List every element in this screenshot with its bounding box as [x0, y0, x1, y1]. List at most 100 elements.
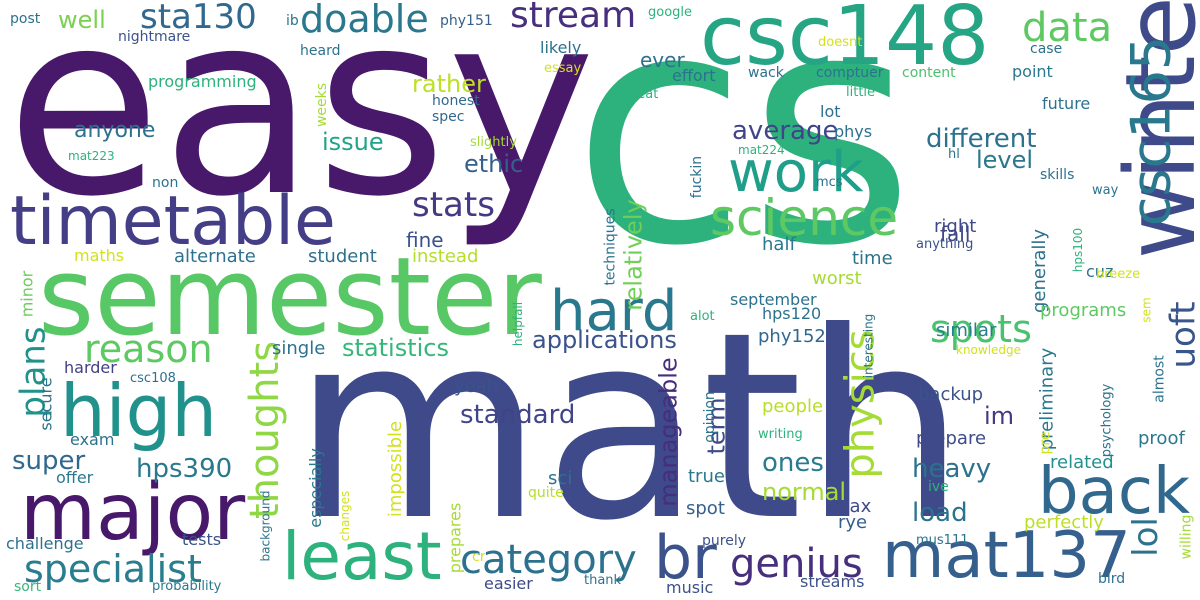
word-yeah: yeah	[454, 376, 499, 397]
word-similar: similar	[936, 320, 997, 341]
word-well: well	[58, 6, 106, 34]
word-alternate: alternate	[174, 246, 256, 267]
word-helpfall: helpfall	[511, 301, 526, 347]
word-google: google	[648, 5, 693, 20]
word-worst: worst	[812, 268, 862, 289]
word-case: case	[1030, 41, 1063, 57]
word-backup: backup	[918, 384, 984, 405]
word-true: true	[688, 466, 725, 487]
word-opinion: opinion	[701, 391, 718, 443]
word-programs: programs	[1040, 300, 1127, 321]
word-mat224: mat224	[738, 143, 785, 157]
word-post: post	[10, 11, 41, 27]
word-impossible: impossible	[385, 420, 407, 518]
word-september: september	[730, 290, 817, 309]
word-prepare: prepare	[916, 428, 987, 449]
word-instead: instead	[412, 246, 479, 267]
word-challenge: challenge	[6, 534, 84, 553]
word-quite: quite	[528, 485, 564, 501]
word-max: max	[832, 496, 872, 517]
word-mus111: mus111	[916, 533, 969, 548]
word-stats: stats	[412, 185, 495, 225]
word-hps120: hps120	[762, 304, 822, 323]
word-average: average	[732, 116, 839, 146]
word-great: great	[624, 87, 659, 102]
word-least: least	[282, 518, 442, 595]
word-ib: ib	[286, 13, 299, 29]
word-mcs: mcs	[816, 175, 843, 190]
word-work: work	[728, 140, 864, 205]
word-music: music	[666, 578, 714, 597]
word-weeks: weeks	[314, 82, 331, 128]
word-changes: changes	[338, 490, 353, 542]
word-mat137: mat137	[882, 519, 1131, 593]
word-comptuer: comptuer	[816, 65, 884, 81]
word-level: level	[976, 146, 1034, 174]
word-timetable: timetable	[10, 182, 336, 261]
word-essay: essay	[544, 61, 582, 76]
word-im: im	[984, 402, 1015, 430]
word-non: non	[152, 175, 179, 191]
word-probability: probability	[152, 579, 222, 594]
word-psychology: psychology	[1099, 383, 1115, 458]
word-semester: semester	[38, 235, 542, 360]
word-writing: writing	[758, 427, 803, 442]
word-rye: rye	[838, 512, 868, 533]
word-harder: harder	[64, 358, 117, 377]
word-ones: ones	[762, 448, 824, 478]
word-ethic: ethic	[464, 150, 524, 178]
word-offer: offer	[56, 468, 94, 487]
word-rather: rather	[412, 70, 486, 98]
word-science: science	[710, 189, 899, 247]
word-pre: pre	[1037, 431, 1054, 455]
word-streams: streams	[800, 572, 865, 591]
word-fuckin: fuckin	[689, 155, 706, 199]
word-exam: exam	[70, 430, 115, 449]
word-wack: wack	[748, 65, 784, 81]
word-sem: sem	[1139, 297, 1154, 323]
word-cs: cs	[572, 0, 915, 316]
word-lol: lol	[1125, 517, 1166, 557]
word-uoft: uoft	[1163, 301, 1200, 369]
word-fall: fall	[940, 222, 971, 246]
word-perfectly: perfectly	[1024, 512, 1104, 533]
word-minor: minor	[17, 270, 37, 318]
word-mat223: mat223	[68, 149, 115, 163]
word-phys: phys	[834, 122, 873, 141]
word-specialist: specialist	[24, 547, 202, 591]
word-cr: cr	[472, 549, 486, 565]
word-proof: proof	[1138, 428, 1185, 449]
word-ever: ever	[640, 48, 685, 72]
word-half: half	[762, 234, 796, 255]
word-maths: maths	[74, 246, 125, 265]
word-issue: issue	[322, 128, 384, 156]
word-related: related	[1050, 452, 1114, 473]
word-nightmare: nightmare	[118, 29, 191, 45]
word-willing: willing	[1178, 514, 1195, 560]
word-sta130: sta130	[140, 0, 257, 37]
word-content: content	[902, 65, 956, 81]
word-point: point	[1012, 62, 1053, 81]
word-bird: bird	[1098, 571, 1126, 587]
word-fine: fine	[406, 228, 444, 252]
word-cuz: cuz	[1086, 262, 1114, 281]
word-student: student	[308, 246, 377, 267]
word-doesnt: doesnt	[818, 35, 863, 50]
word-breeze: breeze	[1096, 267, 1141, 282]
word-csc148: csc148	[700, 0, 990, 84]
word-reason: reason	[84, 327, 213, 371]
word-prepares: prepares	[445, 502, 465, 574]
word-techniques: techniques	[602, 208, 619, 286]
word-background: background	[258, 490, 273, 562]
word-skills: skills	[1040, 167, 1075, 183]
word-standard: standard	[460, 400, 576, 430]
word-slightly: slightly	[470, 135, 517, 150]
word-hard: hard	[550, 279, 678, 344]
word-easy: easy	[6, 0, 596, 252]
word-people: people	[762, 396, 824, 417]
word-single: single	[272, 338, 326, 359]
word-purely: purely	[702, 533, 746, 549]
word-br: br	[654, 523, 717, 593]
word-genius: genius	[730, 541, 863, 587]
